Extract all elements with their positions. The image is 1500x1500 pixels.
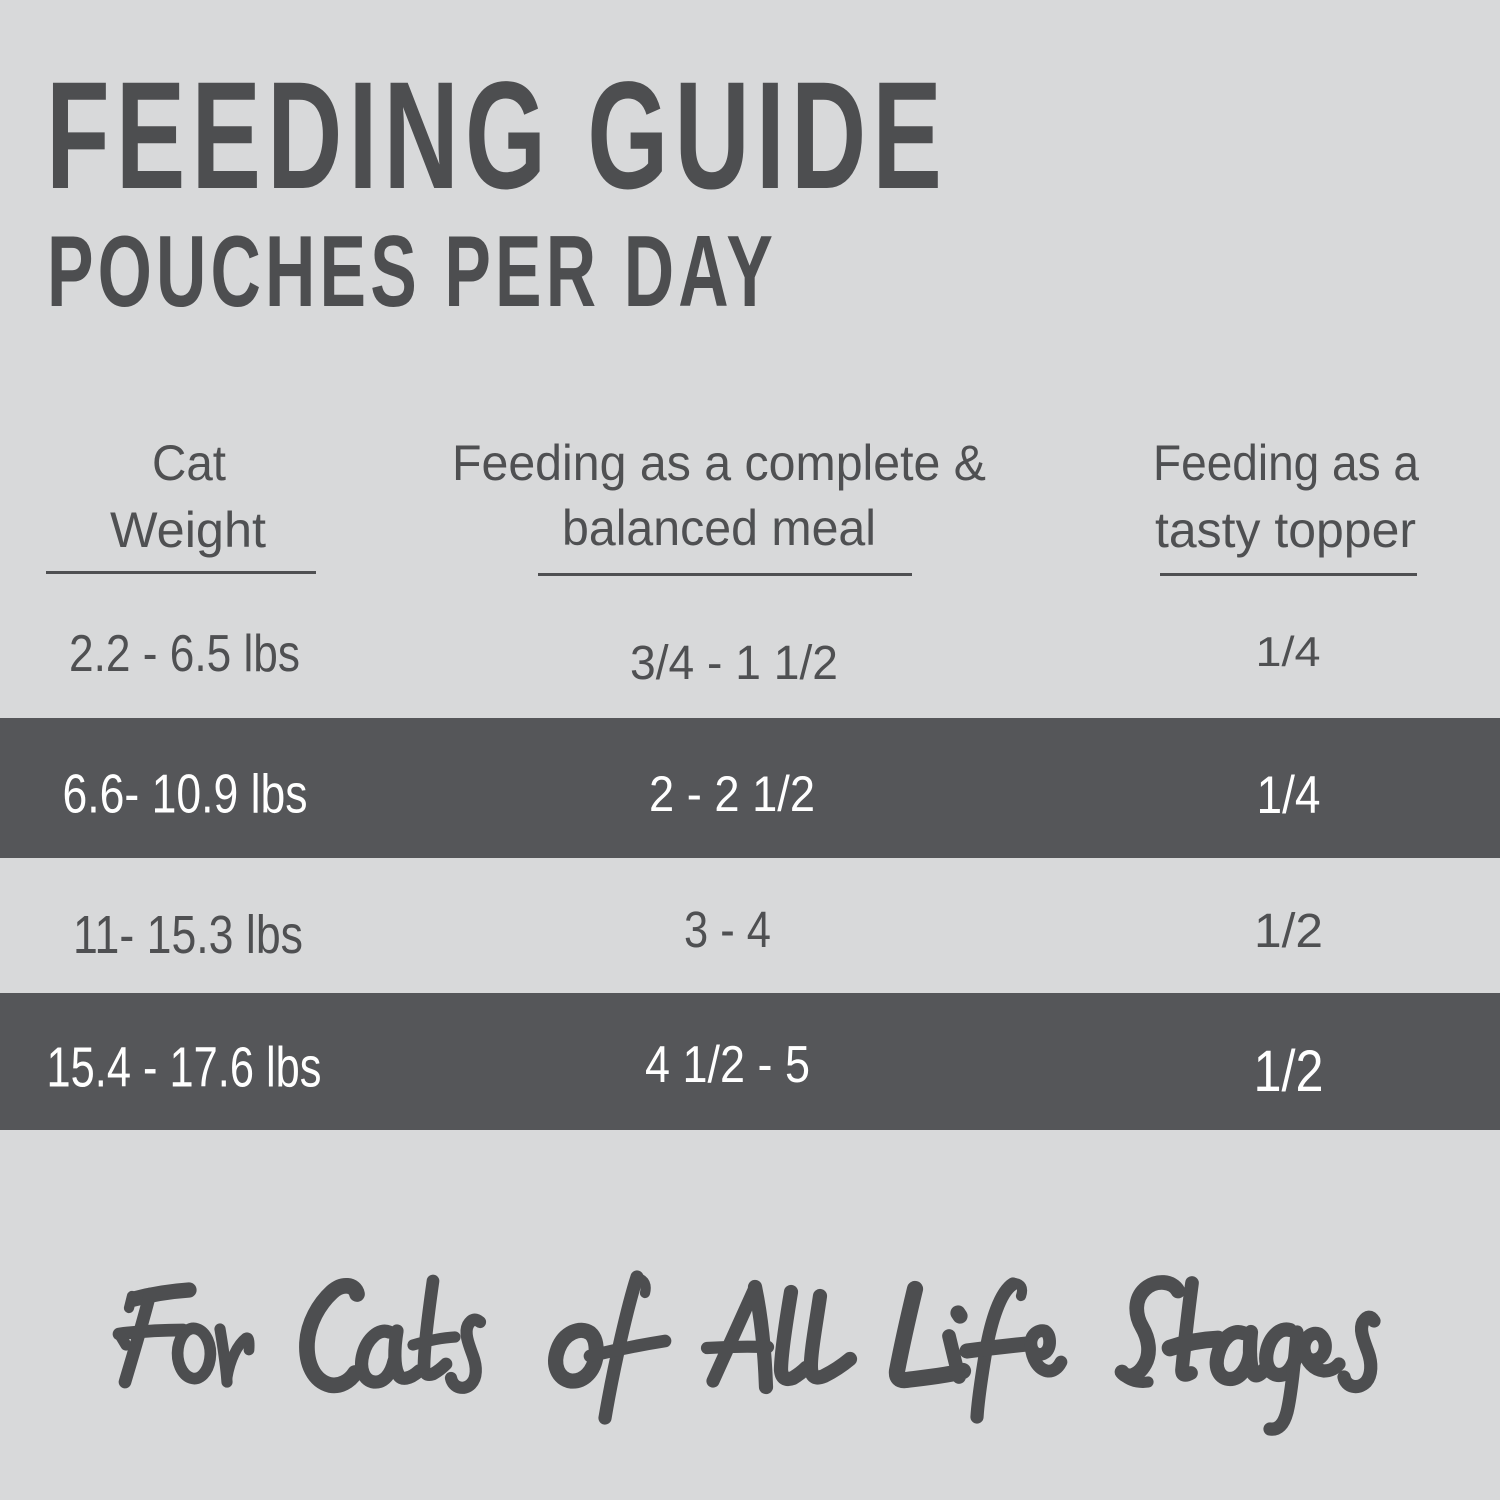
svg-text:1/4: 1/4 — [1257, 766, 1321, 825]
svg-text:6.6- 10.9 lbs: 6.6- 10.9 lbs — [63, 763, 308, 825]
svg-text:Cat: Cat — [152, 435, 226, 491]
svg-text:11- 15.3 lbs: 11- 15.3 lbs — [73, 905, 303, 965]
svg-text:1/4: 1/4 — [1256, 628, 1321, 675]
svg-text:3/4 - 1 1/2: 3/4 - 1 1/2 — [630, 636, 838, 690]
svg-text:1/2: 1/2 — [1254, 905, 1323, 958]
svg-text:1/2: 1/2 — [1254, 1039, 1324, 1104]
svg-text:2 - 2 1/2: 2 - 2 1/2 — [649, 766, 815, 822]
svg-text:FEEDING GUIDE: FEEDING GUIDE — [46, 50, 948, 221]
svg-text:tasty topper: tasty topper — [1155, 502, 1416, 558]
svg-text:4 1/2 - 5: 4 1/2 - 5 — [645, 1035, 810, 1093]
svg-text:3 - 4: 3 - 4 — [684, 901, 771, 958]
svg-text:15.4 - 17.6 lbs: 15.4 - 17.6 lbs — [47, 1036, 322, 1100]
svg-text:2.2 - 6.5 lbs: 2.2 - 6.5 lbs — [69, 624, 300, 682]
svg-text:Feeding as a complete &: Feeding as a complete & — [452, 435, 986, 491]
svg-text:POUCHES PER DAY: POUCHES PER DAY — [47, 216, 777, 328]
svg-text:Weight: Weight — [110, 502, 266, 558]
svg-text:balanced meal: balanced meal — [562, 500, 876, 556]
svg-text:Feeding as a: Feeding as a — [1153, 435, 1419, 491]
